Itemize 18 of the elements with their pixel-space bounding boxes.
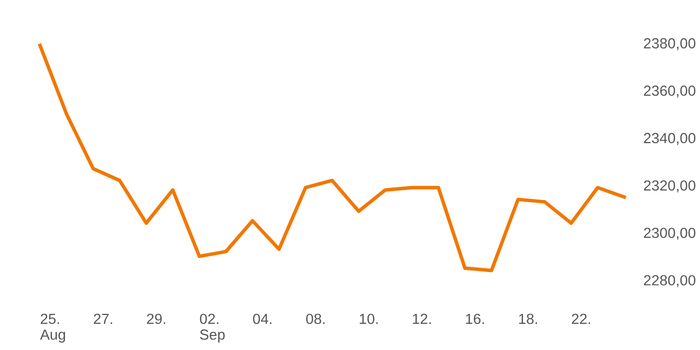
x-tick-label: 02. Sep: [200, 314, 225, 343]
y-tick-label: 2300,00: [644, 228, 696, 240]
y-tick-label: 2380,00: [644, 38, 696, 50]
y-tick-label: 2320,00: [644, 180, 696, 192]
y-tick-label: 2280,00: [644, 275, 696, 288]
x-tick-label: 27.: [94, 314, 112, 324]
x-tick-label: 22.: [572, 314, 590, 324]
x-tick-label: 25. Aug: [40, 314, 66, 343]
x-tick-label: 12.: [412, 314, 431, 324]
x-tick-label: 10.: [360, 314, 378, 324]
line-series: [38, 44, 626, 272]
x-tick-label: 29.: [146, 314, 166, 324]
x-tick-label: 18.: [519, 314, 537, 324]
x-tick-label: 16.: [466, 314, 484, 324]
y-tick-label: 2340,00: [644, 132, 696, 145]
x-tick-label: 04.: [253, 314, 272, 324]
y-tick-label: 2360,00: [644, 86, 696, 98]
x-tick-label: 08.: [306, 314, 325, 324]
